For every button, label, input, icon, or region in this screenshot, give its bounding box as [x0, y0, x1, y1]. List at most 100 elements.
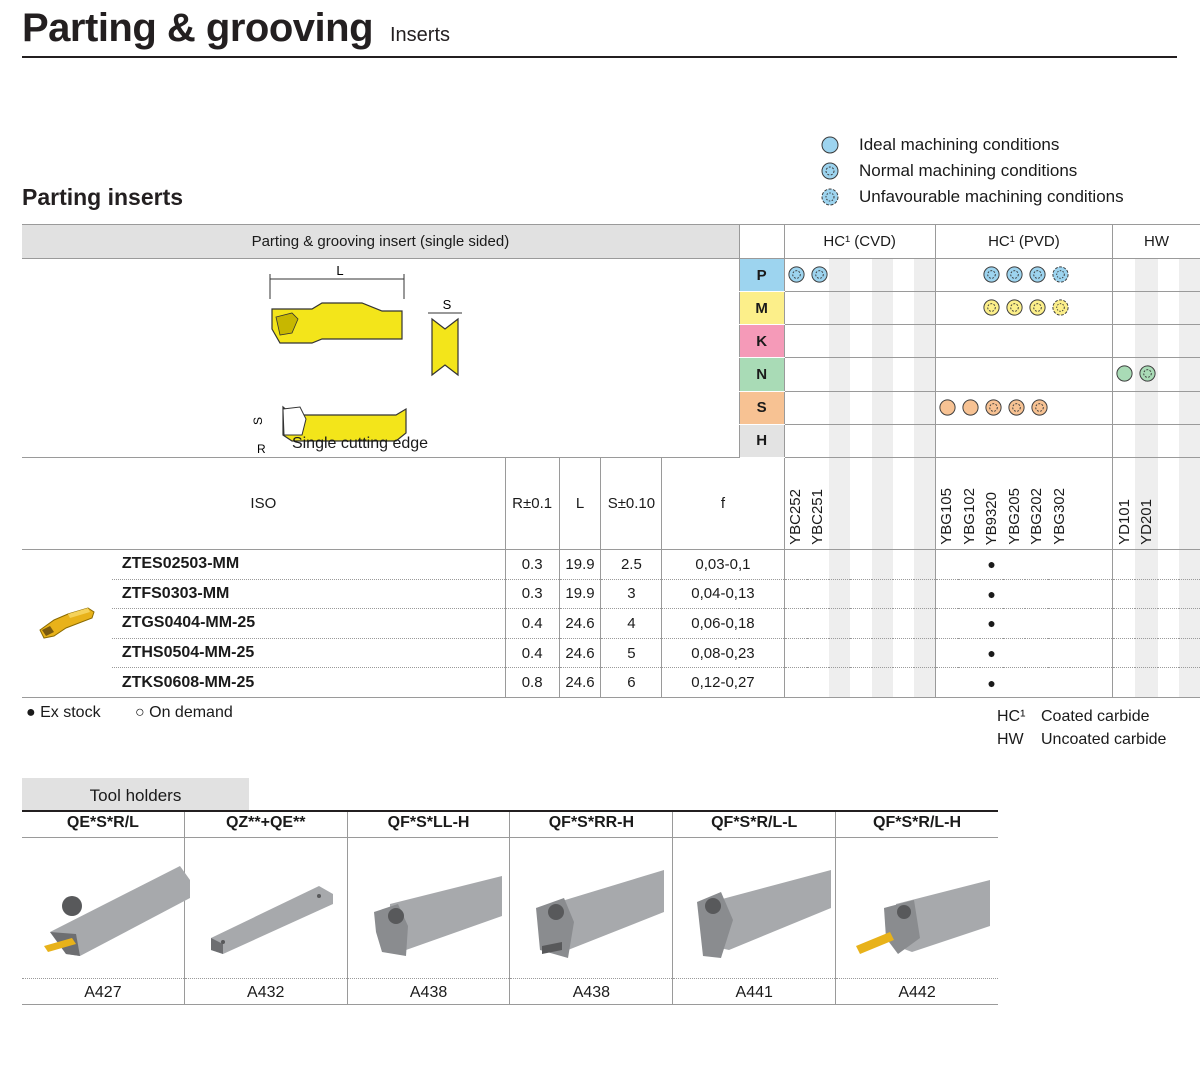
grade-cell — [892, 258, 915, 293]
grade-cell — [1070, 638, 1092, 669]
grade-cell — [1112, 638, 1136, 669]
ideal-circle-icon — [821, 136, 839, 154]
grade-cell — [850, 324, 872, 359]
page-subtitle: Inserts — [390, 24, 451, 46]
tool-holder-image — [210, 886, 333, 954]
grade-cell — [1157, 638, 1179, 669]
grade-cell — [1002, 357, 1026, 392]
tool-holder-page-ref[interactable]: A432 — [247, 984, 285, 1001]
grade-cell — [1070, 549, 1092, 580]
grade-cell — [1112, 667, 1136, 698]
stock-legend: ● Ex stock ○ On demand — [26, 704, 263, 722]
grade-cell — [1112, 258, 1136, 293]
section-title: Parting inserts — [22, 184, 184, 210]
table-row: ZTHS0504-MM-25 0.4 24.6 5 0,08-0,23 ● — [22, 638, 1200, 669]
grade-header-cell — [850, 457, 872, 550]
tool-holder-card[interactable]: QZ**+QE** A432 — [184, 812, 348, 1004]
legend-label: Unfavourable machining conditions — [859, 187, 1124, 206]
grade-header-cell: YBG302 — [1047, 457, 1071, 550]
tool-holder-card[interactable]: QF*S*R/L-H A442 — [836, 812, 998, 1004]
grade-cell — [980, 324, 1003, 359]
grade-cell — [784, 258, 828, 293]
cell-r: 0.4 — [504, 638, 560, 669]
tool-holders-grid: QE*S*R/L A427 QZ**+QE** A432 QF*S*LL-H A… — [22, 812, 998, 1005]
insert-code: ZTKS0608-MM-25 — [111, 667, 506, 698]
table-row: ZTES02503-MM 0.3 19.9 2.5 0,03-0,1 ● — [22, 549, 1200, 698]
insert-code: ZTGS0404-MM-25 — [111, 608, 506, 639]
grade-cell — [850, 608, 872, 639]
column-s: S±0.10 — [600, 457, 662, 550]
grade-cell — [1112, 357, 1156, 392]
grade-cell — [892, 638, 915, 669]
dim-r-label: R — [257, 442, 266, 456]
hc-key: HC¹ — [997, 708, 1026, 725]
grade-cell — [1091, 424, 1114, 459]
grade-cell — [1157, 424, 1179, 459]
grade-cell — [957, 424, 981, 459]
grade-cell — [1112, 291, 1136, 326]
grade-cell — [1002, 324, 1026, 359]
grade-cell — [1135, 667, 1158, 698]
grade-cell — [829, 391, 851, 425]
normal-star-circle-icon — [1029, 266, 1046, 283]
grade-cell — [1070, 424, 1092, 459]
stock-indicator: ● — [980, 667, 1003, 698]
tool-holder-page-ref[interactable]: A438 — [409, 984, 448, 1001]
grade-cell — [1135, 391, 1158, 425]
tool-holder-page-ref[interactable]: A441 — [735, 984, 773, 1001]
tool-holder-card[interactable]: QF*S*LL-H A438 — [347, 812, 511, 1004]
tool-holder-card[interactable]: QF*S*RR-H A438 — [510, 812, 674, 1004]
tool-holder-page-ref[interactable]: A442 — [898, 984, 936, 1001]
grade-header-cell — [914, 457, 936, 550]
normal-star-circle-icon — [1029, 299, 1046, 316]
grade-label-ybg302: YBG302 — [1050, 488, 1068, 545]
grade-cell — [957, 579, 981, 610]
cell-r: 0.4 — [504, 608, 560, 639]
grade-cell — [957, 667, 981, 698]
grade-cell — [935, 291, 958, 326]
grade-cell — [1135, 424, 1158, 459]
stock-indicator: ● — [980, 579, 1003, 610]
grade-cell — [1157, 324, 1179, 359]
suitability-icons — [982, 265, 1074, 284]
grade-label-ybg202: YBG202 — [1028, 488, 1046, 545]
grade-cell — [1112, 608, 1136, 639]
normal-star-circle-icon — [1031, 399, 1048, 416]
tool-holder-page-ref[interactable]: A427 — [84, 984, 122, 1001]
grade-cell — [1091, 258, 1114, 293]
grade-cell — [892, 357, 915, 392]
grade-cell — [850, 667, 872, 698]
cell-f: 0,12-0,27 — [661, 667, 785, 698]
tool-holder-card[interactable]: QF*S*R/L-L A441 — [673, 812, 837, 1004]
tool-holder-page-ref[interactable]: A438 — [572, 984, 611, 1001]
grade-cell — [980, 291, 1069, 326]
grade-header-cell: YBG205 — [1002, 457, 1026, 550]
grade-cell — [892, 608, 915, 639]
grade-header-cell — [1091, 457, 1114, 550]
grade-cell — [806, 424, 830, 459]
column-f: f — [661, 457, 785, 550]
cell-f: 0,03-0,1 — [661, 549, 785, 580]
tool-holder-card[interactable]: QE*S*R/L A427 — [22, 812, 190, 1004]
grade-cell — [935, 638, 958, 669]
grade-cell — [1025, 424, 1048, 459]
normal-star-circle-icon — [983, 299, 1000, 316]
tool-holder-image — [697, 870, 832, 958]
grade-cell — [871, 638, 893, 669]
tool-holder-name: QF*S*R/L-L — [711, 814, 798, 831]
grade-label-ybg102: YBG102 — [960, 488, 978, 545]
grade-cell — [914, 638, 936, 669]
grade-cell — [914, 579, 936, 610]
tool-holder-name: QF*S*R/L-H — [873, 814, 962, 831]
grade-cell — [1112, 424, 1136, 459]
ex-stock-note: ● Ex stock — [26, 704, 101, 721]
grade-cell — [957, 638, 981, 669]
grade-label-yb9320: YB9320 — [983, 491, 1001, 545]
group-header-pvd: HC¹ (PVD) — [935, 224, 1114, 259]
grade-cell — [1025, 324, 1048, 359]
cell-r: 0.3 — [504, 579, 560, 610]
grade-cell — [1112, 549, 1136, 580]
tool-holder-name: QF*S*LL-H — [387, 814, 470, 831]
normal-star-circle-icon — [985, 399, 1002, 416]
grade-cell — [1002, 638, 1026, 669]
